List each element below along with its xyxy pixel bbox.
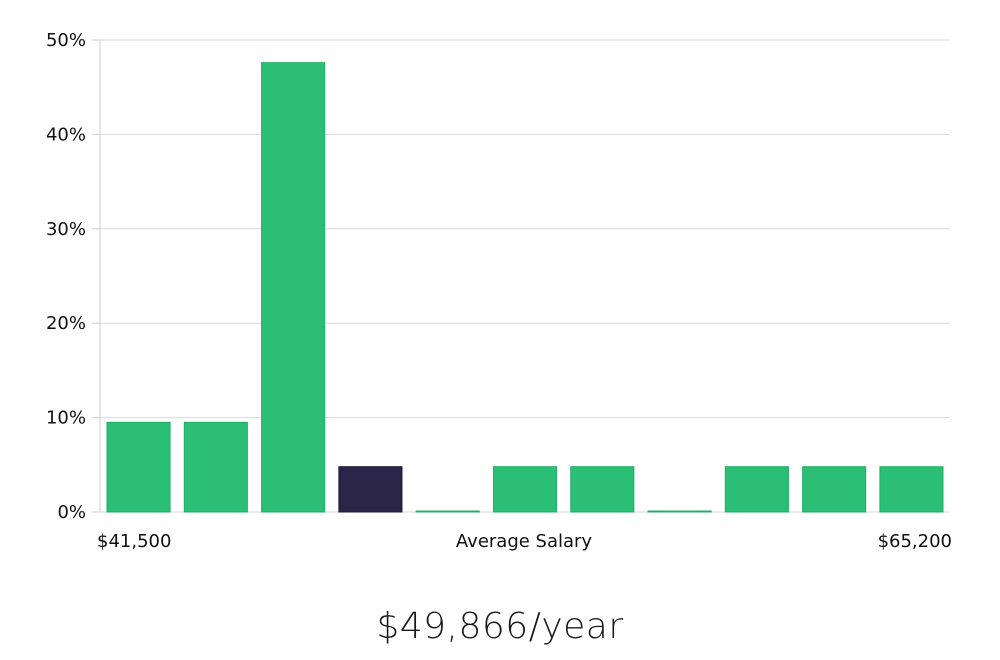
y-tick-label: 0% xyxy=(57,502,86,523)
bar xyxy=(802,466,867,513)
bar xyxy=(492,466,558,513)
bar xyxy=(261,62,326,513)
bar-highlighted xyxy=(338,466,403,513)
y-tick-label: 40% xyxy=(46,124,86,145)
y-tick-label: 10% xyxy=(46,408,86,429)
bars xyxy=(106,62,944,513)
bar xyxy=(647,510,712,513)
y-tick-label: 50% xyxy=(46,30,86,51)
y-tick-label: 30% xyxy=(46,219,86,240)
bar xyxy=(106,421,171,513)
x-min-label: $41,500 xyxy=(97,531,171,552)
bar xyxy=(879,466,944,513)
x-max-label: $65,200 xyxy=(878,531,952,552)
bar xyxy=(183,421,248,513)
bar xyxy=(724,466,789,513)
salary-distribution-chart: 0% 10% 20% 30% 40% 50% $41,500 Average Salary… xyxy=(46,30,952,552)
y-axis-ticks: 0% 10% 20% 30% 40% 50% xyxy=(46,30,100,523)
y-tick-label: 20% xyxy=(46,313,86,334)
average-salary-headline: $49,866/year xyxy=(376,606,624,647)
x-axis-label: Average Salary xyxy=(456,531,593,552)
bar xyxy=(570,466,635,513)
bar xyxy=(415,510,480,513)
